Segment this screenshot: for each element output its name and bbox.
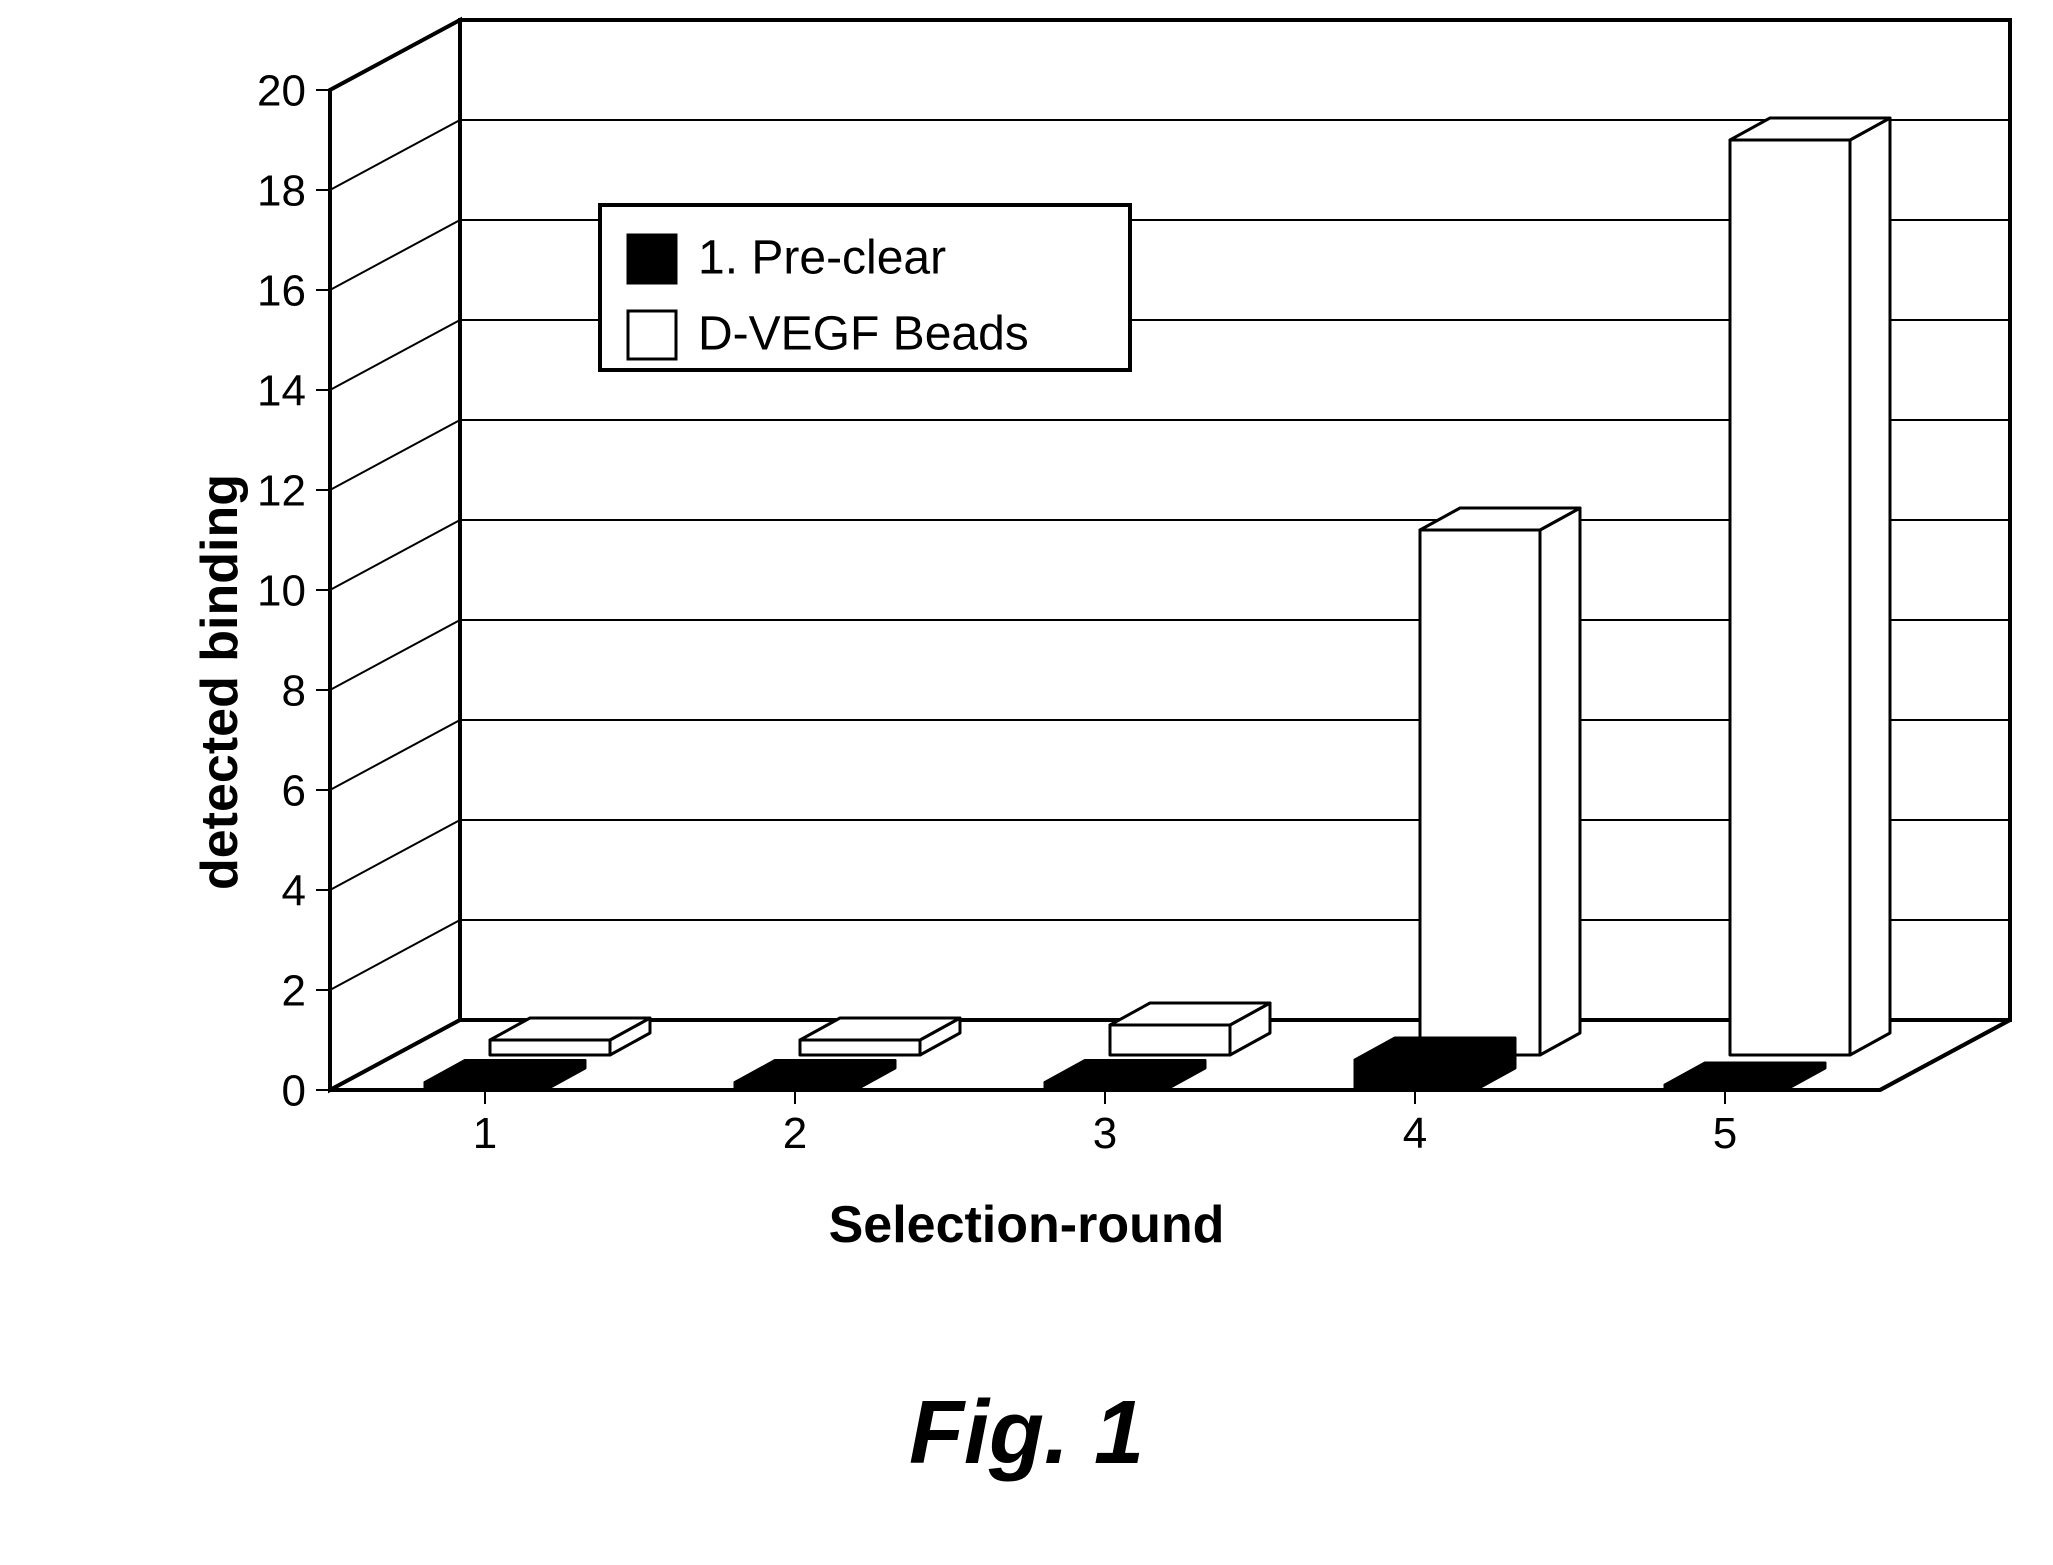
legend-swatch xyxy=(628,235,676,283)
x-tick-label: 5 xyxy=(1713,1109,1737,1158)
y-tick-label: 18 xyxy=(257,166,306,215)
y-tick-label: 14 xyxy=(257,366,306,415)
y-axis-label: detected binding xyxy=(190,474,250,890)
legend-label: D-VEGF Beads xyxy=(698,307,1029,360)
y-tick-label: 16 xyxy=(257,266,306,315)
y-tick-label: 8 xyxy=(282,666,306,715)
x-tick-label: 1 xyxy=(473,1109,497,1158)
legend-label: 1. Pre-clear xyxy=(698,231,946,284)
chart-svg: 02468101214161820123451. Pre-clearD-VEGF… xyxy=(0,0,2053,1565)
legend-swatch xyxy=(628,311,676,359)
y-tick-label: 0 xyxy=(282,1066,306,1115)
y-tick-label: 10 xyxy=(257,566,306,615)
x-tick-label: 4 xyxy=(1403,1109,1427,1158)
x-tick-label: 3 xyxy=(1093,1109,1117,1158)
x-tick-label: 2 xyxy=(783,1109,807,1158)
y-tick-label: 6 xyxy=(282,766,306,815)
y-tick-label: 20 xyxy=(257,66,306,115)
figure-title: Fig. 1 xyxy=(0,1382,2053,1485)
y-tick-label: 2 xyxy=(282,966,306,1015)
y-tick-label: 12 xyxy=(257,466,306,515)
x-axis-label: Selection-round xyxy=(0,1195,2053,1255)
y-tick-label: 4 xyxy=(282,866,306,915)
